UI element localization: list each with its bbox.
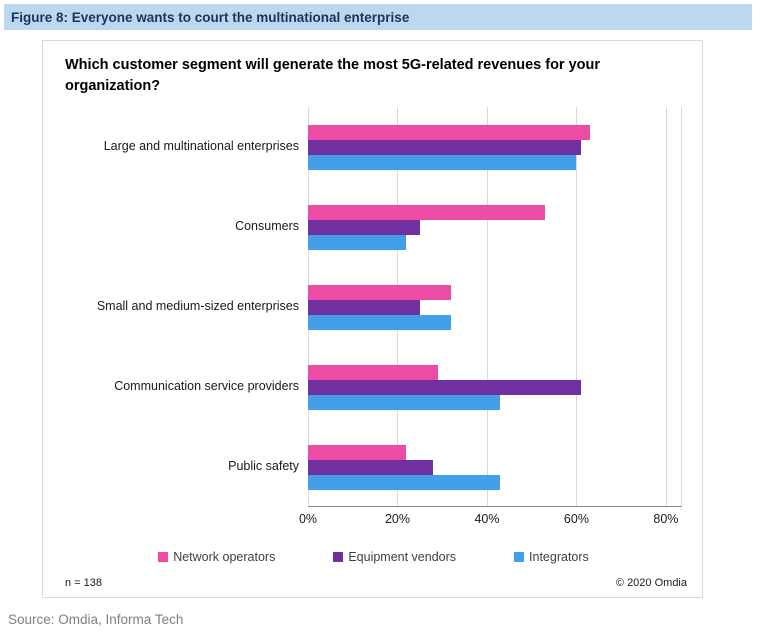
legend: Network operators Equipment vendors Integr…	[65, 550, 682, 564]
legend-label: Network operators	[173, 550, 276, 565]
category-label-consumers: Consumers	[235, 219, 299, 234]
plot-column: 0% 20% 40% 60% 80%	[299, 107, 682, 532]
legend-item-network-operators: Network operators	[158, 550, 275, 564]
bar-network-operators	[308, 204, 546, 220]
copyright: © 2020 Omdia	[615, 577, 687, 589]
chart-card: Which customer segment will generate the…	[42, 40, 703, 598]
bar-integrators	[308, 234, 407, 250]
bars	[308, 124, 682, 170]
category-labels: Large and multinational enterprises Consu…	[65, 107, 308, 532]
category-label-communication-service-provider: Communication service providers	[114, 379, 299, 394]
x-tick-label: 60%	[563, 512, 589, 527]
plot-right-border	[681, 107, 682, 507]
figure-title-bar: Figure 8: Everyone wants to court the mu…	[4, 4, 752, 30]
bar-network-operators	[308, 364, 438, 380]
bar-group	[308, 267, 682, 347]
bar-integrators	[308, 314, 452, 330]
bar-group	[308, 347, 682, 427]
bar-network-operators	[308, 124, 590, 140]
footnotes: n = 138 © 2020 Omdia	[65, 577, 687, 589]
category-label-public-safety: Public safety	[228, 459, 299, 474]
category-label-small-and-medium-sized-enterpr: Small and medium-sized enterprises	[96, 299, 299, 314]
x-axis-ticks: 0% 20% 40% 60% 80%	[299, 512, 682, 532]
bar-group	[308, 107, 682, 187]
legend-swatch-equipment-vendors	[333, 552, 344, 563]
bar-equipment-vendors	[308, 459, 434, 475]
legend-item-integrators: Integrators	[514, 550, 589, 564]
bar-integrators	[308, 154, 577, 170]
figure-title: Figure 8: Everyone wants to court the mu…	[11, 9, 410, 25]
bar-equipment-vendors	[308, 379, 581, 395]
legend-label: Integrators	[529, 550, 589, 565]
plot-rows	[308, 107, 682, 506]
bar-network-operators	[308, 284, 452, 300]
bar-group	[308, 187, 682, 267]
bar-group	[308, 427, 682, 507]
gridline	[576, 107, 578, 507]
legend-swatch-network-operators	[158, 552, 169, 563]
bars	[308, 284, 682, 330]
bar-network-operators	[308, 444, 407, 460]
gridline	[486, 107, 488, 507]
chart-body: Large and multinational enterprises Consu…	[65, 107, 682, 532]
bars	[308, 204, 682, 250]
bars	[308, 444, 682, 490]
legend-item-equipment-vendors: Equipment vendors	[333, 550, 456, 564]
legend-label: Equipment vendors	[348, 550, 457, 565]
chart-title: Which customer segment will generate the…	[65, 57, 601, 95]
bar-equipment-vendors	[308, 299, 420, 315]
bar-equipment-vendors	[308, 139, 581, 155]
bars	[308, 364, 682, 410]
x-tick-label: 40%	[474, 512, 500, 527]
gridline	[665, 107, 667, 507]
plot-area	[308, 107, 682, 508]
bar-integrators	[308, 474, 501, 490]
source-line: Source: Omdia, Informa Tech	[8, 612, 184, 627]
sample-size: n = 138	[65, 577, 103, 589]
legend-swatch-integrators	[514, 552, 525, 563]
x-tick-label: 20%	[384, 512, 410, 527]
bar-equipment-vendors	[308, 219, 420, 235]
category-label-large-and-multinational-enterp: Large and multinational enterprises	[103, 139, 299, 154]
x-tick-label: 0%	[298, 512, 318, 527]
bar-integrators	[308, 394, 501, 410]
x-tick-label: 80%	[653, 512, 679, 527]
